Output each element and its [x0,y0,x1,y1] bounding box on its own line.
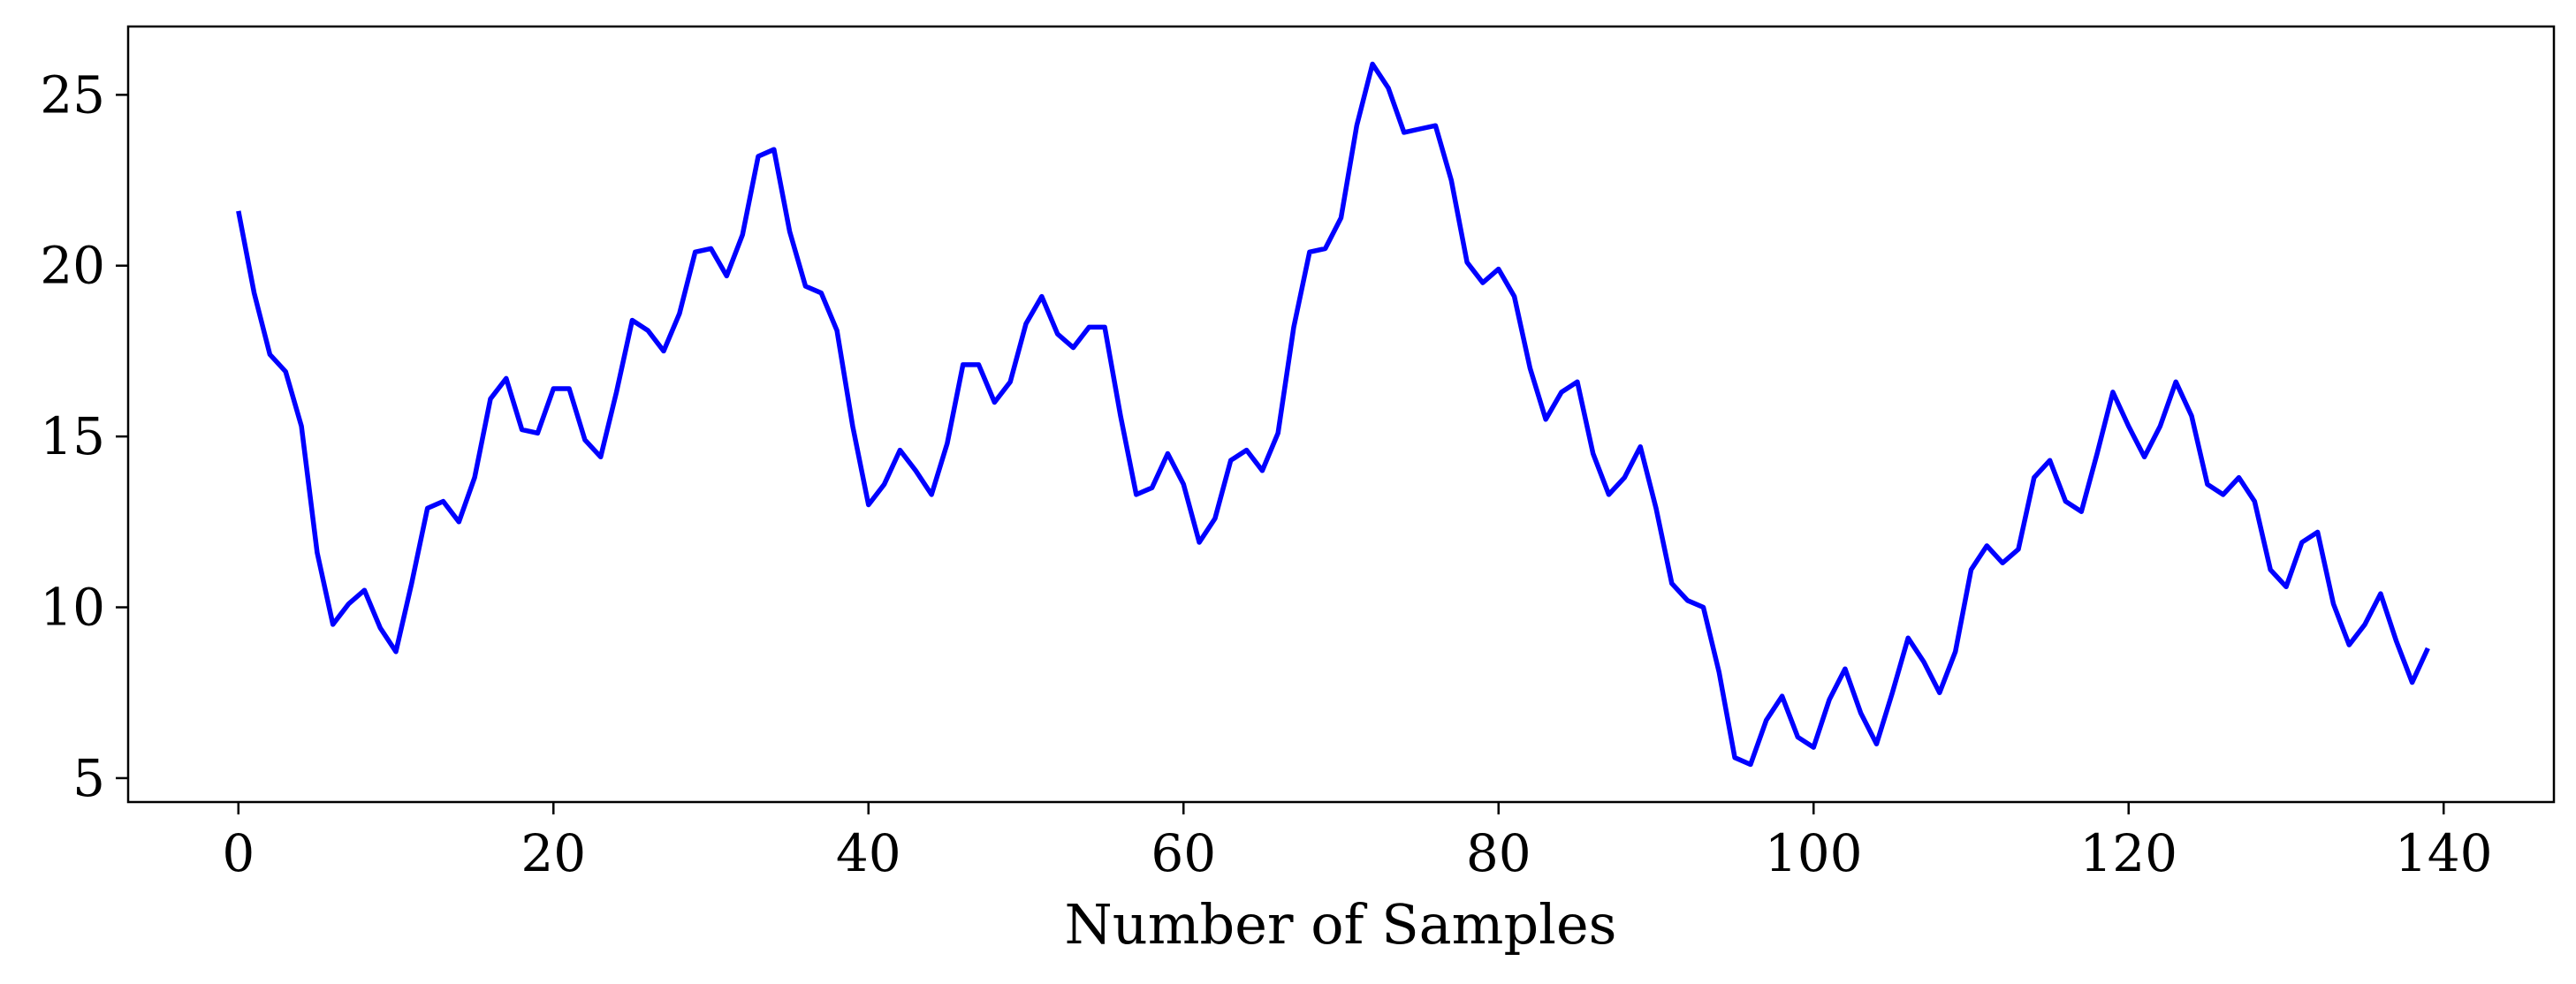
x-tick-label: 140 [2395,823,2493,883]
x-tick-label: 120 [2079,823,2177,883]
y-tick-label: 15 [40,406,105,466]
plot-area [128,26,2554,802]
ticks-layer: 0 20 40 60 80 100 120 140 5 10 15 20 25 [40,64,2492,883]
x-tick-label: 40 [836,823,901,883]
plot-frame [126,25,2556,804]
y-tick-label: 25 [40,64,105,125]
x-axis-label: Number of Samples [1065,892,1617,957]
data-layer [236,61,2430,768]
x-tick-label: 0 [222,823,255,883]
y-tick-label: 10 [40,578,105,638]
x-tick-label: 20 [521,823,586,883]
x-tick-label: 80 [1466,823,1531,883]
y-tick-label: 5 [72,748,105,808]
y-tick-label: 20 [40,236,105,296]
series-line-0 [236,61,2430,768]
x-tick-label: 60 [1151,823,1216,883]
x-tick-label: 100 [1765,823,1863,883]
